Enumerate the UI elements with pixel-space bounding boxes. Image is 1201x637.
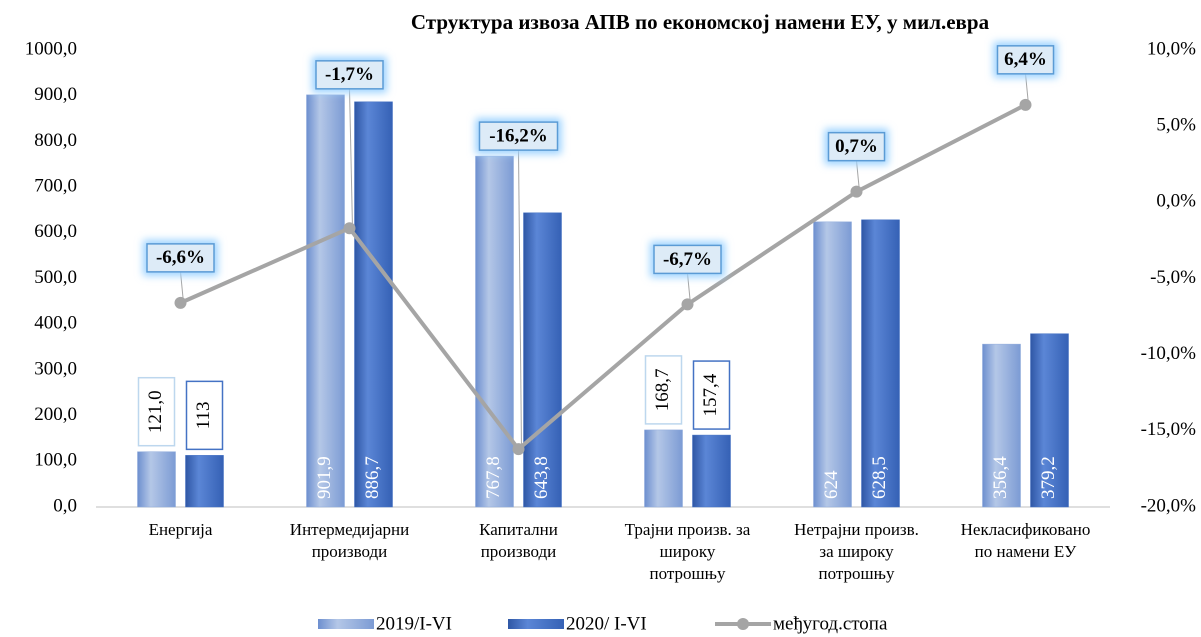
x-tick-label: Капитални производи <box>479 520 558 561</box>
line-point <box>1019 98 1032 111</box>
data-label: 113 <box>193 401 214 429</box>
data-label: 157,4 <box>700 373 721 416</box>
leader-line <box>349 88 353 229</box>
data-label: -1,7% <box>325 64 374 85</box>
data-label: 767,8 <box>483 456 504 499</box>
data-label: 886,7 <box>362 456 383 499</box>
data-label-box <box>827 131 886 162</box>
data-label: 6,4% <box>1004 49 1047 70</box>
line-point <box>512 443 525 456</box>
data-label: 379,2 <box>1038 456 1059 499</box>
bar <box>137 451 176 508</box>
y2-tick-label: -15,0% <box>1141 419 1197 440</box>
x-tick-label: Некласификовано по намени ЕУ <box>961 520 1091 561</box>
bar <box>692 434 731 508</box>
y-tick-label: 100,0 <box>34 450 77 471</box>
legend-label: међугод.стопа <box>773 613 888 634</box>
bar <box>861 219 900 508</box>
data-label-box <box>692 360 731 430</box>
line-point <box>174 296 187 309</box>
legend-label: 2020/ I-VI <box>566 613 647 634</box>
data-label: 0,7% <box>835 136 878 157</box>
bar <box>306 94 345 508</box>
data-label: 643,8 <box>531 456 552 499</box>
bar <box>1030 333 1069 508</box>
y-tick-label: 500,0 <box>34 267 77 288</box>
line-point <box>681 298 694 311</box>
data-label: 121,0 <box>145 390 166 433</box>
x-tick-label: Нетрајни произв. за широку потрошњу <box>794 520 919 583</box>
y-tick-label: 700,0 <box>34 175 77 196</box>
y2-tick-label: -10,0% <box>1141 343 1197 364</box>
y2-tick-label: 10,0% <box>1147 38 1196 59</box>
y-tick-label: 800,0 <box>34 130 77 151</box>
legend-label: 2019/I-VI <box>376 613 452 634</box>
data-label: 356,4 <box>990 456 1011 499</box>
y2-tick-label: 5,0% <box>1156 115 1196 136</box>
y2-tick-label: -5,0% <box>1150 267 1196 288</box>
bar <box>982 343 1021 508</box>
bar <box>523 212 562 508</box>
data-label-box <box>146 243 215 273</box>
bar <box>475 155 514 508</box>
x-tick-label: Интермедијарни производи <box>290 520 409 561</box>
y-tick-label: 0,0 <box>53 495 77 516</box>
data-label-box <box>315 60 384 90</box>
data-label: -16,2% <box>489 125 548 146</box>
data-label: 168,7 <box>652 369 673 412</box>
y-tick-label: 900,0 <box>34 84 77 105</box>
data-label: -6,7% <box>663 249 712 270</box>
bar <box>644 429 683 508</box>
data-label-box <box>185 380 224 451</box>
data-label: 901,9 <box>314 456 335 499</box>
bar <box>813 221 852 508</box>
leader-line <box>518 150 522 450</box>
y2-tick-label: -20,0% <box>1141 495 1197 516</box>
bar <box>354 101 393 508</box>
y2-tick-label: 0,0% <box>1156 191 1196 212</box>
y-tick-label: 400,0 <box>34 313 77 334</box>
line-point <box>343 222 356 235</box>
y-tick-label: 200,0 <box>34 404 77 425</box>
data-label-box <box>644 355 683 425</box>
y-tick-label: 600,0 <box>34 221 77 242</box>
data-label: -6,6% <box>156 247 205 268</box>
chart-title: Структура извоза АПВ по економској намен… <box>411 10 990 34</box>
legend-swatch <box>508 619 564 629</box>
y-tick-label: 300,0 <box>34 358 77 379</box>
data-label-box <box>137 376 176 447</box>
data-label: 624 <box>821 470 842 499</box>
legend-swatch <box>737 618 749 630</box>
x-tick-label: Трајни произв. за широку потрошњу <box>625 520 751 583</box>
line-point <box>850 185 863 198</box>
data-label-box <box>478 121 559 151</box>
legend-swatch <box>318 619 374 629</box>
data-label-box <box>996 45 1055 75</box>
data-label-box <box>653 244 722 275</box>
bar <box>185 455 224 508</box>
x-tick-label: Енергија <box>149 520 213 539</box>
line <box>179 103 1027 453</box>
data-label: 628,5 <box>869 456 890 499</box>
y-tick-label: 1000,0 <box>25 38 77 59</box>
